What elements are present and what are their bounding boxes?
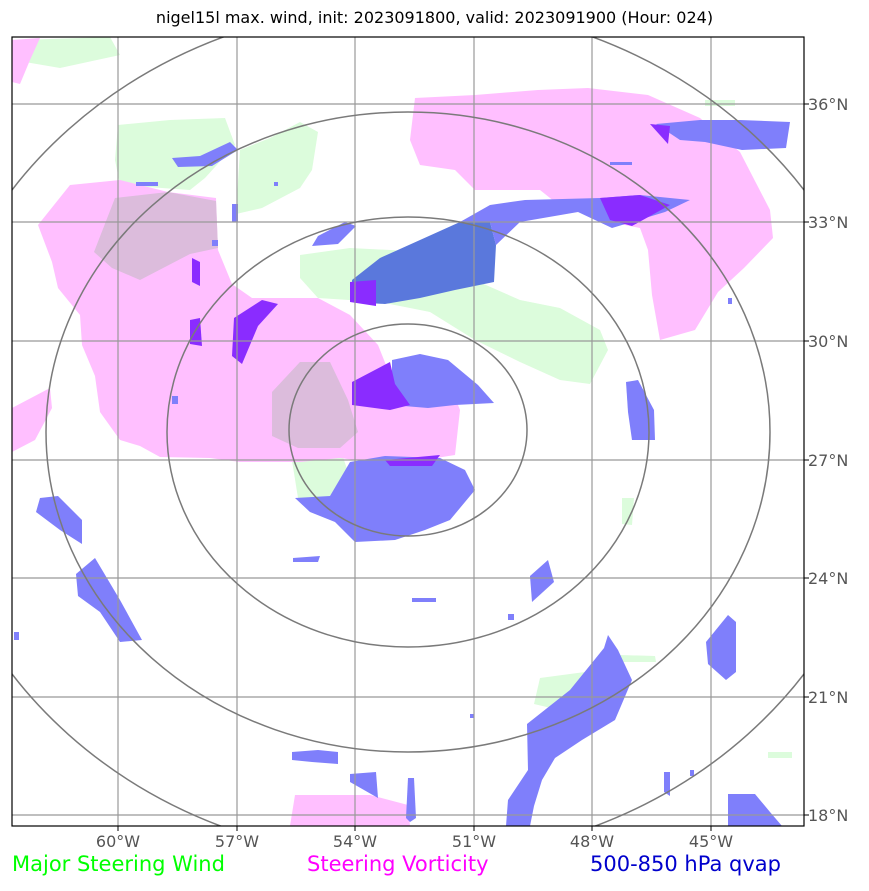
range-rings xyxy=(12,37,804,826)
lat-label: 30°N xyxy=(808,332,848,351)
lon-label: 45°W xyxy=(689,832,733,851)
overlap-layer xyxy=(94,192,358,448)
range-ring-3 xyxy=(45,111,771,753)
lat-label: 18°N xyxy=(808,806,848,825)
legend-steering-vorticity: Steering Vorticity xyxy=(307,852,489,876)
lat-label: 27°N xyxy=(808,451,848,470)
range-ring-2 xyxy=(166,216,650,648)
lon-label: 57°W xyxy=(215,832,259,851)
map-frame xyxy=(11,36,805,827)
lat-label: 24°N xyxy=(808,569,848,588)
lat-label: 21°N xyxy=(808,688,848,707)
legend-qvap: 500-850 hPa qvap xyxy=(590,852,781,876)
legend-steering-wind: Major Steering Wind xyxy=(12,852,225,876)
lon-label: 54°W xyxy=(333,832,377,851)
lat-label: 33°N xyxy=(808,213,848,232)
map-title: nigel15l max. wind, init: 2023091800, va… xyxy=(155,8,714,27)
gridlines xyxy=(12,37,804,826)
range-ring-1 xyxy=(288,323,528,537)
lon-label: 51°W xyxy=(452,832,496,851)
lon-label: 60°W xyxy=(96,832,140,851)
tick-marks xyxy=(117,103,809,831)
lon-label: 48°W xyxy=(570,832,614,851)
lat-label: 36°N xyxy=(808,95,848,114)
qvap-layer xyxy=(14,120,790,826)
